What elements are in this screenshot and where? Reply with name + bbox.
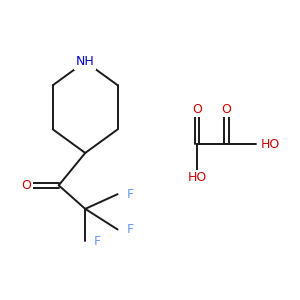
Text: O: O xyxy=(21,179,31,192)
Text: O: O xyxy=(192,103,202,116)
Text: F: F xyxy=(126,223,134,236)
Text: NH: NH xyxy=(76,55,94,68)
Text: F: F xyxy=(126,188,134,201)
Text: F: F xyxy=(94,235,101,248)
Text: O: O xyxy=(222,103,232,116)
Text: HO: HO xyxy=(188,172,207,184)
Text: HO: HO xyxy=(260,138,280,151)
